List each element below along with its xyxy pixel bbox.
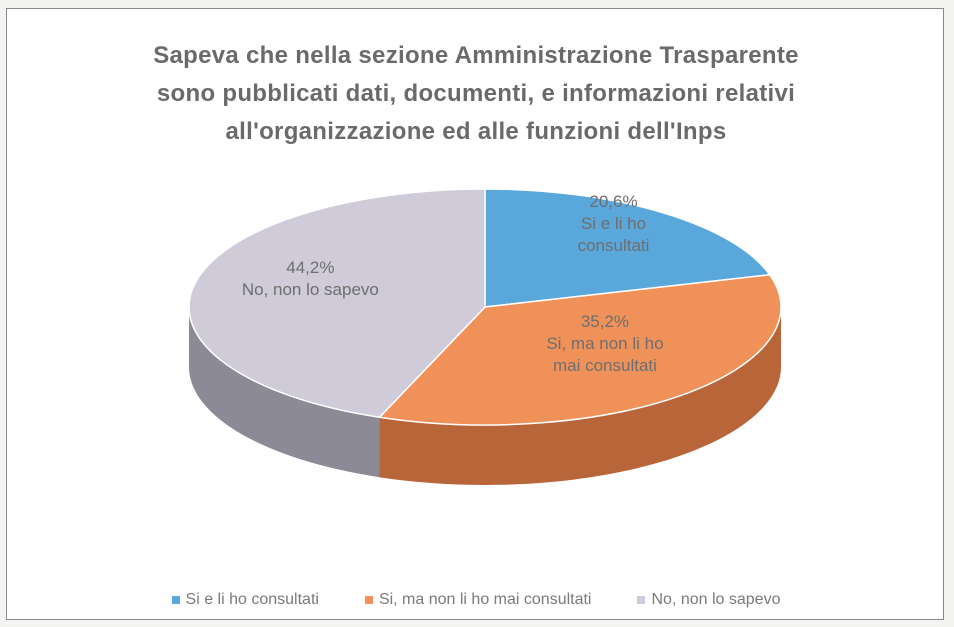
pie-side-2 xyxy=(189,307,380,478)
chart-frame: Sapeva che nella sezione Amministrazione… xyxy=(6,8,944,620)
chart-title-line-1: Sapeva che nella sezione Amministrazione… xyxy=(153,42,799,69)
chart-title: Sapeva che nella sezione Amministrazione… xyxy=(67,37,885,151)
legend-item-no-sapevo: No, non lo sapevo xyxy=(637,591,780,609)
pie-label-2: 44,2% No, non lo sapevo xyxy=(242,258,379,299)
pie-chart: 20,6% Si e li ho consultati 35,2% Si, ma non… xyxy=(188,188,782,485)
chart-title-line-2: sono pubblicati dati, documenti, e infor… xyxy=(156,80,796,107)
legend-label-no-sapevo: No, non lo sapevo xyxy=(651,591,781,608)
chart-title-line-3: all'organizzazione ed alle funzioni dell… xyxy=(225,118,727,145)
pie-side-walls xyxy=(189,307,781,485)
pie-side-1 xyxy=(379,307,781,485)
legend-label-si-consultati: Si e li ho consultati xyxy=(185,591,319,608)
pie-slice-0 xyxy=(484,188,772,308)
pie-label-1: 35,2% Si, ma non li ho mai consultati xyxy=(546,312,663,375)
legend-item-si-mai-consultati: Si, ma non li ho mai consultati xyxy=(364,591,592,609)
pie-slice-2 xyxy=(188,188,486,419)
legend-item-si-consultati: Si e li ho consultati xyxy=(171,591,319,609)
legend-label-si-mai-consultati: Si, ma non li ho mai consultati xyxy=(378,591,592,608)
pie-slice-1 xyxy=(377,273,782,426)
legend-swatch-si-consultati xyxy=(171,596,180,604)
legend-swatch-no-sapevo xyxy=(637,596,646,604)
pie-label-0: 20,6% Si e li ho consultati xyxy=(578,192,650,255)
legend-swatch-si-mai-consultati xyxy=(364,596,373,604)
chart-legend: Si e li ho consultati Si, ma non li ho m… xyxy=(7,591,945,609)
